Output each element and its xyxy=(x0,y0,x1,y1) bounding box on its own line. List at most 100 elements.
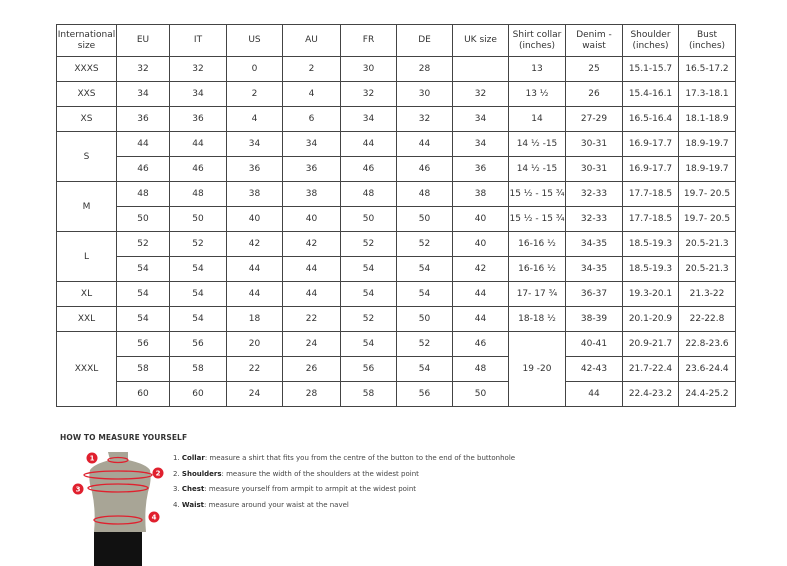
table-cell: 58 xyxy=(340,381,397,407)
table-cell: 38 xyxy=(452,181,509,207)
table-cell: 17- 17 ¾ xyxy=(508,281,566,307)
table-row: XXL 54 54 18 22 52 50 44 18-18 ½ 38-39 20.1-20.9 22… xyxy=(56,306,736,332)
step-text: : measure yourself from armpit to armpit… xyxy=(204,485,417,493)
table-cell: 16-16 ½ xyxy=(508,231,566,257)
column-header: US xyxy=(226,24,283,57)
table-cell: 40 xyxy=(452,206,509,232)
size-label-cell: XXS xyxy=(56,81,117,107)
table-cell: 54 xyxy=(396,356,453,382)
table-cell: 34 xyxy=(116,81,170,107)
table-cell: 44 xyxy=(452,306,509,332)
svg-text:3: 3 xyxy=(76,486,81,494)
table-cell: 17.7-18.5 xyxy=(622,181,679,207)
table-cell: 56 xyxy=(116,331,170,357)
table-cell: 6 xyxy=(282,106,341,132)
table-cell: 4 xyxy=(282,81,341,107)
table-cell: 30 xyxy=(396,81,453,107)
table-cell: 54 xyxy=(340,256,397,282)
table-cell: 58 xyxy=(116,356,170,382)
table-row: XL 54 54 44 44 54 54 44 17- 17 ¾ 36-37 19.3-20.1 21… xyxy=(56,281,736,307)
table-cell: 36 xyxy=(282,156,341,182)
table-cell: 44 xyxy=(565,381,623,407)
table-cell: 32-33 xyxy=(565,206,623,232)
size-chart-table: International size EU IT US AU FR DE UK size Shi… xyxy=(56,24,736,407)
size-label-cell: L xyxy=(56,231,117,282)
table-cell: 32 xyxy=(169,56,227,82)
table-cell: 36 xyxy=(169,106,227,132)
table-cell: 52 xyxy=(116,231,170,257)
table-cell: 42 xyxy=(452,256,509,282)
table-cell: 24 xyxy=(226,381,283,407)
table-cell: 44 xyxy=(340,131,397,157)
table-cell: 44 xyxy=(226,281,283,307)
table-cell: 24 xyxy=(282,331,341,357)
table-cell: 18.5-19.3 xyxy=(622,231,679,257)
table-cell: 32 xyxy=(396,106,453,132)
measure-step: 1. Collar: measure a shirt that fits you… xyxy=(173,454,516,462)
step-label: Chest xyxy=(181,485,205,493)
table-cell: 52 xyxy=(340,306,397,332)
table-cell: 16.9-17.7 xyxy=(622,131,679,157)
column-header: FR xyxy=(340,24,397,57)
table-cell: 50 xyxy=(116,206,170,232)
table-cell: 50 xyxy=(396,206,453,232)
table-row: 50 50 40 40 50 50 40 15 ½ - 15 ¾ 32-33 17.7-18.5 1… xyxy=(57,206,736,232)
table-cell: 44 xyxy=(396,131,453,157)
table-cell: 4 xyxy=(226,106,283,132)
size-label-cell: XXL xyxy=(56,306,117,332)
table-cell: 14 ½ -15 xyxy=(508,131,566,157)
table-cell: 48 xyxy=(452,356,509,382)
table-cell: 54 xyxy=(396,281,453,307)
table-row: L 52 52 42 42 52 52 40 16-16 ½ 34-35 18.5-19.3 20.5… xyxy=(56,231,736,282)
size-label-cell: S xyxy=(56,131,117,182)
column-header: Bust (inches) xyxy=(678,24,736,57)
table-cell: 42-43 xyxy=(565,356,623,382)
table-cell: 56 xyxy=(340,356,397,382)
table-cell: 16.5-17.2 xyxy=(678,56,736,82)
table-cell: 40 xyxy=(452,231,509,257)
table-cell: 54 xyxy=(116,306,170,332)
table-row: XS 36 36 4 6 34 32 34 14 27-29 16.5-16.4 18.1-18.9 xyxy=(56,106,736,132)
table-cell: 15 ½ - 15 ¾ xyxy=(508,181,566,207)
step-text: : measure the width of the shoulders at … xyxy=(221,469,419,478)
table-cell: 44 xyxy=(169,131,227,157)
table-cell: 46 xyxy=(340,156,397,182)
table-cell: 44 xyxy=(282,281,341,307)
svg-text:2: 2 xyxy=(156,470,161,478)
table-cell: 22.8-23.6 xyxy=(678,331,736,357)
size-label-cell: XS xyxy=(56,106,117,132)
table-cell: 54 xyxy=(116,281,170,307)
size-label-cell: XXXL xyxy=(56,331,117,407)
table-cell: 20.5-21.3 xyxy=(678,256,736,282)
table-cell: 22-22.8 xyxy=(678,306,736,332)
table-cell: 34 xyxy=(452,106,509,132)
table-cell xyxy=(452,56,509,82)
table-cell: 28 xyxy=(282,381,341,407)
table-cell: 17.3-18.1 xyxy=(678,81,736,107)
table-cell: 20.1-20.9 xyxy=(622,306,679,332)
table-cell: 22 xyxy=(282,306,341,332)
size-label-cell: XL xyxy=(56,281,117,307)
table-cell: 21.7-22.4 xyxy=(622,356,679,382)
table-cell: 2 xyxy=(226,81,283,107)
measure-steps: 1. Collar: measure a shirt that fits you… xyxy=(173,451,515,513)
table-cell: 32-33 xyxy=(565,181,623,207)
table-cell: 44 xyxy=(282,256,341,282)
table-cell: 22.4-23.2 xyxy=(622,381,679,407)
table-cell: 36 xyxy=(116,106,170,132)
column-header: IT xyxy=(169,24,227,57)
table-cell: 52 xyxy=(396,231,453,257)
table-cell: 36-37 xyxy=(565,281,623,307)
table-cell: 16-16 ½ xyxy=(508,256,566,282)
table-row: 60 60 24 28 58 56 50 44 22.4-23.2 24.4-25.2 xyxy=(57,381,736,407)
table-cell: 20 xyxy=(226,331,283,357)
table-cell: 22 xyxy=(226,356,283,382)
table-cell: 13 xyxy=(508,56,566,82)
table-cell: 36 xyxy=(452,156,509,182)
table-cell: 34 xyxy=(452,131,509,157)
table-cell: 26 xyxy=(282,356,341,382)
column-header: DE xyxy=(396,24,453,57)
table-cell: 16.9-17.7 xyxy=(622,156,679,182)
table-cell: 54 xyxy=(169,306,227,332)
column-header: AU xyxy=(282,24,341,57)
